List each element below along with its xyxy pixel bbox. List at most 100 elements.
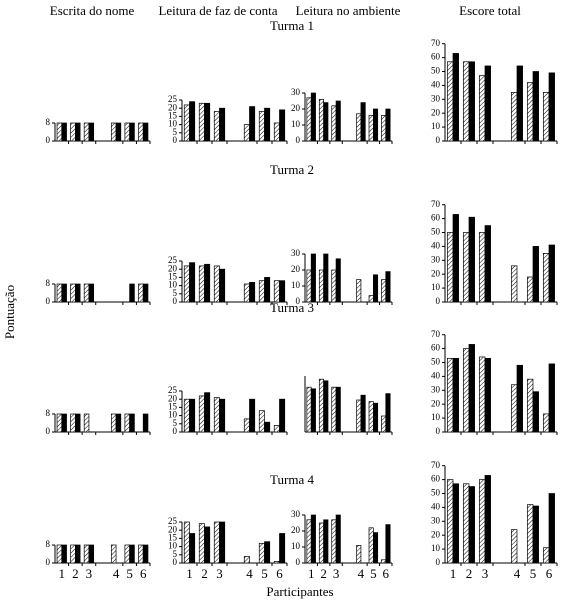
y-tick-label: 8 [46,539,51,549]
bar [258,542,265,564]
x-tick-label: 4 [514,566,521,581]
y-tick-label: 0 [173,557,178,567]
bar [249,281,256,303]
y-tick-label: 8 [46,408,51,418]
bar [479,232,486,303]
bar [511,529,518,564]
bar [124,413,130,433]
y-tick-label: 30 [291,509,301,519]
bar [479,479,486,564]
y-tick-label: 60 [431,474,441,484]
bar [463,232,470,303]
bar [243,283,250,303]
y-tick-label: 20 [168,263,178,273]
y-tick-label: 20 [291,264,301,274]
x-tick-label: 3 [86,566,93,581]
bar [479,356,486,433]
bar [115,122,122,142]
y-tick-label: 10 [168,410,178,420]
bar [138,283,144,303]
row-title: Turma 4 [270,472,314,487]
bar [527,276,534,303]
y-tick-label: 20 [168,393,178,403]
bar [463,483,470,564]
column-title: Leitura no ambiente [296,3,401,18]
bar [548,493,555,564]
bar [484,65,491,142]
y-tick-label: 25 [168,94,178,104]
y-tick-label: 0 [46,426,51,436]
y-tick-label: 10 [168,280,178,290]
y-tick-label: 20 [431,107,441,117]
bar [385,108,391,142]
bar [189,398,196,433]
bar [264,107,271,142]
x-tick-label: 4 [246,566,253,581]
bar [61,122,67,142]
bar [511,384,518,433]
y-tick-label: 40 [431,79,441,89]
bar [213,111,220,142]
bar [543,253,550,303]
bar [83,544,90,564]
bar [110,122,117,142]
y-tick-label: 30 [291,248,301,258]
bar [532,505,539,564]
bar [219,107,226,142]
bar [183,265,190,303]
y-tick-label: 15 [168,401,178,411]
bar [323,380,329,433]
bar [70,413,76,433]
bar [310,253,316,303]
y-tick-label: 0 [296,296,301,306]
bar [258,111,265,142]
bar [279,533,286,564]
bar [373,402,379,433]
bar [115,413,122,433]
bar [198,265,205,303]
y-tick-label: 5 [173,127,178,137]
bar [83,413,90,433]
bar [463,348,470,433]
bar [335,386,341,433]
bar [183,398,190,433]
x-tick-label: 5 [370,566,377,581]
y-tick-label: 5 [173,288,178,298]
y-tick-label: 30 [431,515,441,525]
y-tick-label: 8 [46,278,51,288]
bar [484,225,491,303]
y-tick-label: 40 [431,240,441,250]
bar [142,544,149,564]
bar [331,386,337,433]
y-tick-label: 15 [168,110,178,120]
bar [264,421,271,433]
bar [516,65,523,142]
row-title: Turma 1 [270,18,314,33]
bar [356,545,362,564]
bar [543,547,550,564]
bar [273,122,280,142]
y-tick-label: 10 [168,541,178,551]
bar [323,102,329,142]
y-tick-label: 10 [168,119,178,129]
bar [527,504,534,564]
bar [279,398,286,433]
bar [204,102,211,142]
bar [331,519,337,564]
bar [527,378,534,433]
bar [447,357,454,433]
bar [548,363,555,433]
bar [138,544,144,564]
column-title: Escore total [459,3,521,18]
bar [273,561,280,564]
x-tick-label: 6 [276,566,283,581]
bar [385,393,391,433]
bar [75,122,81,142]
y-tick-label: 0 [436,426,441,436]
y-tick-label: 30 [431,384,441,394]
bar [258,410,265,433]
bar [83,122,90,142]
y-tick-label: 20 [291,103,301,113]
bar [219,398,226,433]
bar [129,283,135,303]
